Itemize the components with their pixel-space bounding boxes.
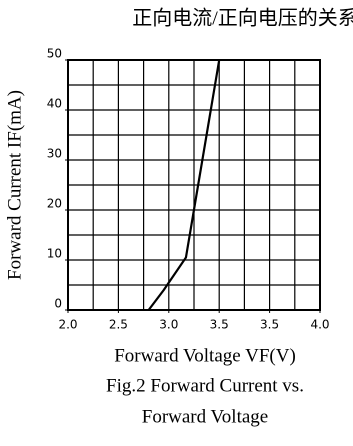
y-axis-label: Forward Current IF(mA) xyxy=(4,90,25,280)
x-tick-label: 3.5 xyxy=(210,318,229,332)
plot-frame xyxy=(67,59,321,311)
x-tick-label: 3.5 xyxy=(260,318,279,332)
y-tick-label: 40 xyxy=(47,97,62,111)
chart-title: 正向电流/正向电压的关系 xyxy=(132,7,353,30)
x-tick-label: 3.0 xyxy=(159,318,178,332)
x-tick-label: 2.5 xyxy=(109,318,128,332)
x-tick-label: 2.0 xyxy=(58,318,77,332)
caption-line: Forward Voltage xyxy=(142,406,268,427)
x-tick-label: 4.0 xyxy=(310,318,329,332)
y-tick-label: 30 xyxy=(47,147,62,161)
y-tick-label: 20 xyxy=(47,197,62,211)
x-axis-label: Forward Voltage VF(V) xyxy=(114,345,296,366)
data-line xyxy=(147,59,221,311)
caption-line: Fig.2 Forward Current vs. xyxy=(106,375,304,396)
y-tick-label: 50 xyxy=(47,47,62,61)
y-tick-label: 10 xyxy=(47,247,62,261)
y-tick-label: 0 xyxy=(54,297,62,311)
